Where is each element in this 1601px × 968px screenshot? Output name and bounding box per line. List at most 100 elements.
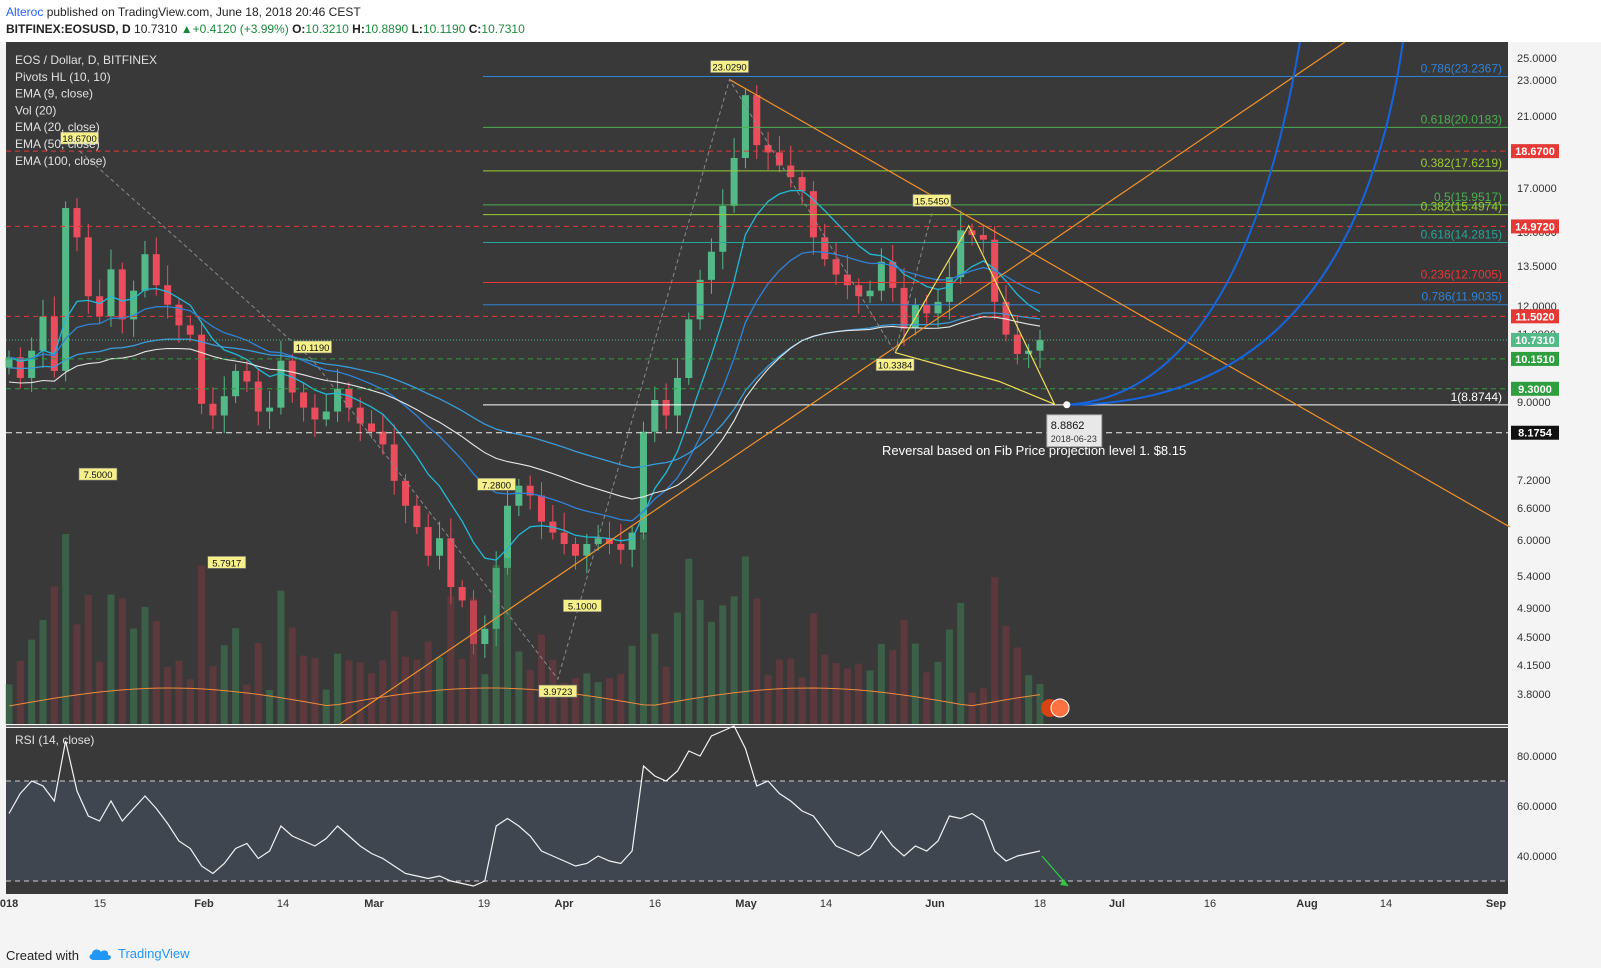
- cloud-icon: [89, 949, 111, 960]
- candle-body: [436, 538, 444, 556]
- price-chart[interactable]: 0.786(23.2367) 0.618(20.0183) 0.382(17.621…: [0, 42, 1601, 940]
- volume-bar: [447, 596, 455, 724]
- volume-bar: [911, 643, 919, 724]
- candle-body: [560, 532, 568, 544]
- volume-bar: [492, 565, 500, 724]
- time-tick-label: May: [735, 898, 757, 910]
- candle-body: [368, 423, 376, 432]
- tradingview-link[interactable]: TradingView: [88, 946, 190, 961]
- candle-body: [651, 399, 659, 432]
- candle-body: [107, 269, 115, 317]
- volume-bar: [843, 668, 851, 724]
- fib-level-label: 1(8.8744): [1451, 390, 1502, 404]
- candle-body: [266, 407, 274, 412]
- ema-50-line: [8, 312, 1041, 469]
- trendline-resistance: [729, 79, 1511, 528]
- pivot-label-box: [538, 684, 578, 698]
- volume-bar: [254, 643, 262, 724]
- price-badge: [1511, 144, 1559, 159]
- candle-body: [934, 301, 942, 314]
- volume-bar: [413, 659, 421, 724]
- volume-bar: [62, 534, 70, 724]
- candle-body: [503, 505, 512, 568]
- low-value: 10.1190: [422, 22, 466, 36]
- projection-tooltip: 8.8862 2018-06-23: [1046, 414, 1103, 448]
- price-badge-label: 11.5020: [1515, 311, 1554, 323]
- ohlc-line: BITFINEX:EOSUSD, D 10.7310 ▲+0.4120 (+3.…: [6, 22, 525, 36]
- price-tick-label: 21.0000: [1517, 111, 1557, 123]
- volume-bar: [50, 586, 58, 724]
- price-badge-label: 10.1510: [1515, 354, 1555, 366]
- pivot-label-text: 3.9723: [543, 687, 572, 698]
- tooltip-box: [1046, 414, 1103, 448]
- volume-bar: [571, 678, 579, 724]
- candle-body: [571, 543, 579, 556]
- candle-body: [945, 277, 953, 302]
- candle-body: [481, 628, 489, 645]
- time-tick-label: Mar: [364, 898, 384, 910]
- event-flag-icon[interactable]: [1050, 698, 1070, 718]
- open-value: 10.3210: [305, 22, 349, 36]
- time-tick-label: 16: [649, 898, 661, 910]
- pivot-label-text: 23.0290: [712, 63, 746, 74]
- candle-body: [254, 381, 262, 412]
- time-tick-label: Sep: [1486, 898, 1506, 910]
- pivot-label-text: 15.5450: [915, 196, 949, 207]
- candle-body: [923, 304, 931, 314]
- up-arrow-icon: ▲: [180, 22, 193, 36]
- volume-bar: [107, 594, 115, 724]
- rsi-tick-label: 60.0000: [1517, 801, 1557, 813]
- fib-level-label: 0.5(15.9517): [1434, 190, 1502, 204]
- volume-bar: [73, 624, 81, 724]
- pivot-label-text: 10.1190: [296, 343, 330, 354]
- volume-bar: [28, 639, 36, 724]
- volume-bar: [141, 606, 149, 724]
- candle-body: [832, 259, 840, 275]
- fib-level-label: 0.382(17.6219): [1421, 156, 1502, 170]
- candle-body: [16, 357, 24, 378]
- pivot-label-text: 18.6700: [62, 134, 96, 145]
- volume-bar: [696, 600, 704, 724]
- trendline-support: [339, 42, 1346, 725]
- candle-body: [209, 403, 217, 416]
- candle-body: [855, 285, 863, 297]
- candle-body: [843, 274, 851, 286]
- candle-body: [220, 396, 228, 416]
- volume-bar: [775, 659, 783, 724]
- projection-point[interactable]: [1063, 401, 1071, 409]
- pivot-label: 23.0290: [710, 60, 749, 74]
- volume-bar: [130, 628, 138, 724]
- price-tick-label: 25.0000: [1517, 53, 1557, 65]
- publish-text: published on TradingView.com, June 18, 2…: [46, 5, 361, 19]
- volume-bar: [209, 666, 217, 724]
- symbol-label: BITFINEX:EOSUSD, D: [6, 22, 131, 36]
- volume-bar: [39, 619, 47, 724]
- candle-body: [390, 444, 398, 481]
- volume-bar: [175, 660, 183, 724]
- candle-body: [741, 95, 749, 158]
- pivot-label: 15.5450: [912, 194, 952, 207]
- candle-body: [5, 357, 13, 368]
- volume-bar: [991, 577, 999, 724]
- candle-body: [424, 527, 432, 556]
- pivot-label: 5.7917: [207, 556, 247, 569]
- volume-bar: [288, 627, 296, 724]
- author-link[interactable]: Alteroc: [6, 5, 44, 19]
- rsi-tick-label: 80.0000: [1517, 751, 1557, 763]
- volume-bar: [662, 666, 670, 724]
- price-badge: [1511, 332, 1559, 347]
- pivot-label-text: 7.5000: [83, 470, 112, 481]
- price-badge-label: 9.3000: [1518, 384, 1552, 396]
- volume-bar: [685, 558, 693, 724]
- pivot-label-text: 10.3384: [878, 361, 912, 372]
- volume-bar: [730, 596, 738, 724]
- fib-level-label: 0.786(11.9035): [1421, 290, 1502, 304]
- candle-body: [50, 316, 58, 371]
- candle-body: [775, 152, 783, 166]
- volume-bar: [186, 679, 194, 724]
- volume-bar: [220, 645, 228, 724]
- candle-body: [175, 304, 183, 326]
- time-tick-label: 16: [1204, 898, 1216, 910]
- candle-body: [866, 290, 874, 297]
- pivot-label: 7.5000: [78, 467, 118, 481]
